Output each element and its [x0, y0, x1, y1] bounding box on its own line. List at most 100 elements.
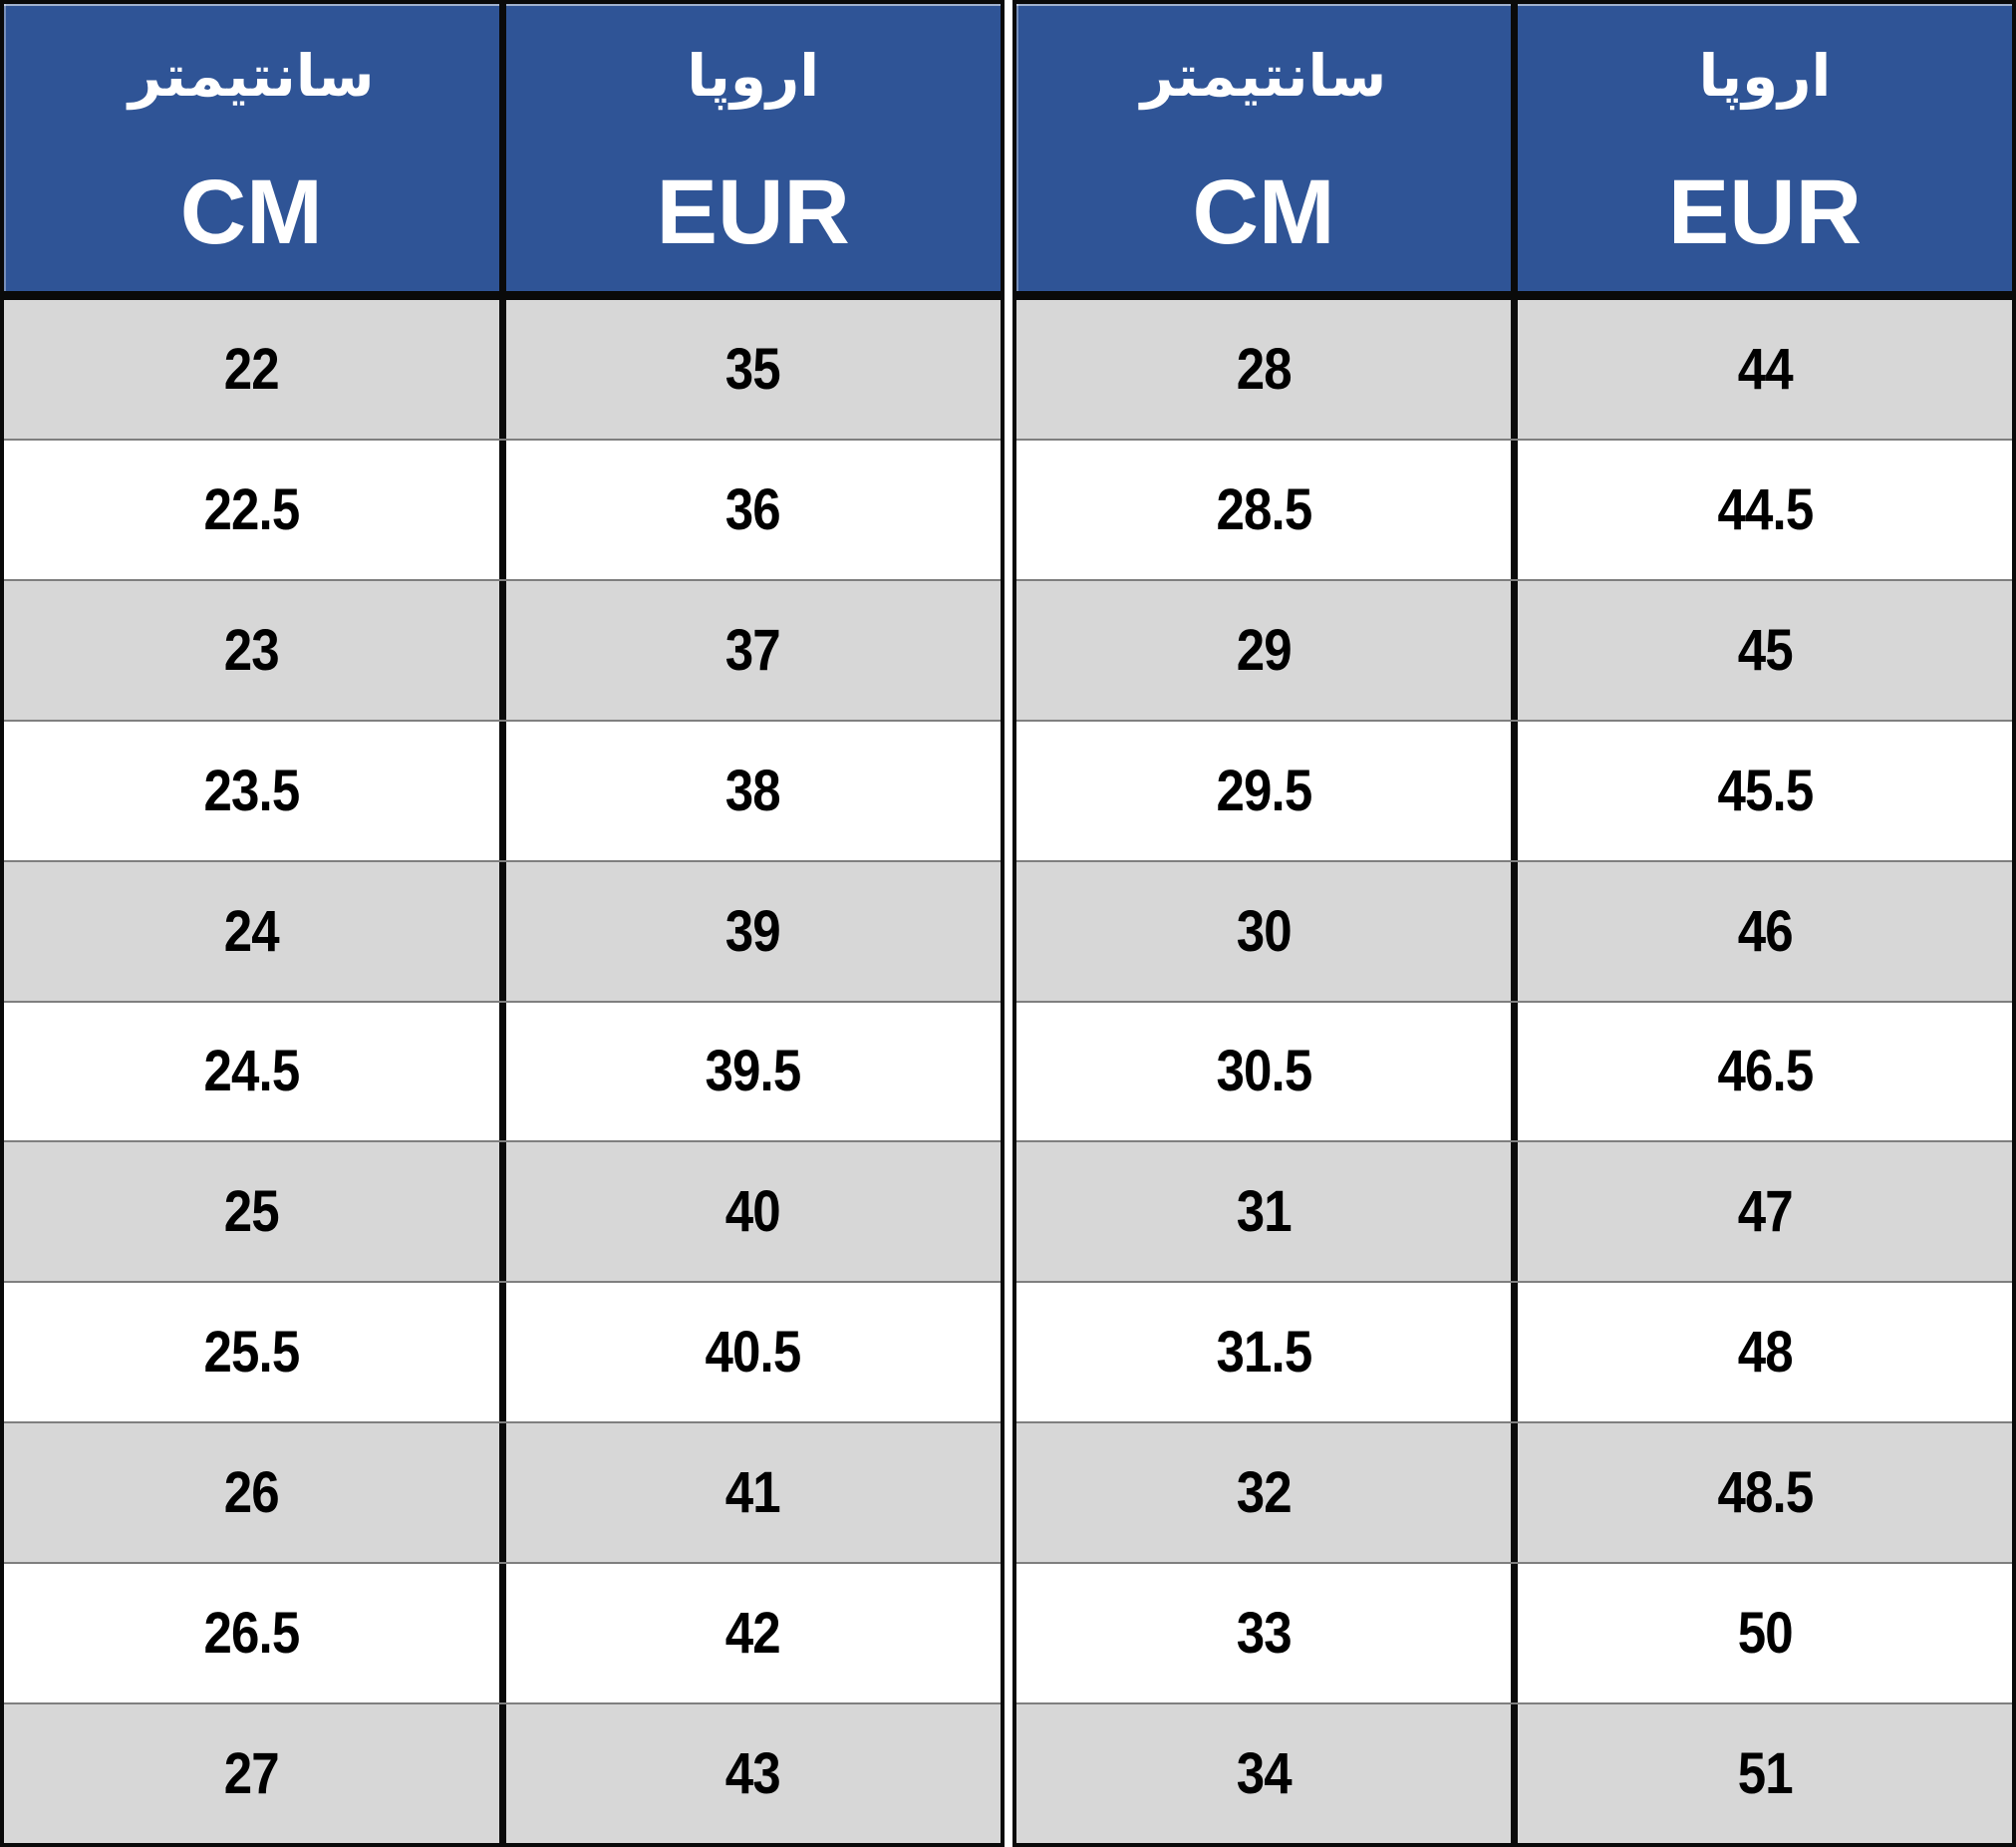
table-row: 22 35 [4, 300, 1001, 439]
table-header-right: سانتیمتر CM اروپا EUR [1016, 4, 2012, 300]
table-body-left: 22 35 22.5 36 23 37 23.5 38 24 39 24.5 39.5 25 40 25.5… [4, 300, 1001, 1843]
eur-cell: 46.5 [1518, 1003, 2012, 1141]
cell-value: 40 [725, 1179, 781, 1245]
eur-cell: 51 [1518, 1704, 2012, 1843]
cell-value: 29.5 [1216, 758, 1312, 823]
eur-cell: 39 [506, 862, 1002, 1001]
cm-cell: 27 [4, 1704, 506, 1843]
eur-cell: 39.5 [506, 1003, 1002, 1141]
header-label-fa-cm: سانتیمتر [1140, 43, 1387, 109]
cell-value: 42 [725, 1601, 781, 1667]
cell-value: 48 [1737, 1320, 1793, 1385]
cell-value: 50 [1737, 1601, 1793, 1667]
table-row: 23 37 [4, 578, 1002, 720]
cm-cell: 23.5 [4, 721, 506, 860]
cell-value: 37 [725, 617, 781, 683]
eur-cell: 38 [506, 722, 1002, 860]
eur-cell: 36 [506, 441, 1002, 579]
cell-value: 26.5 [203, 1601, 300, 1667]
cm-cell: 34 [1016, 1704, 1518, 1843]
eur-cell: 40 [506, 1142, 1002, 1281]
cm-cell: 30.5 [1016, 1002, 1518, 1141]
eur-cell: 42 [506, 1564, 1002, 1702]
header-label-en-cm: CM [1192, 161, 1335, 264]
cell-value: 46.5 [1717, 1039, 1814, 1104]
cell-value: 25.5 [203, 1320, 300, 1385]
cell-value: 38 [725, 758, 781, 823]
cell-value: 36 [725, 476, 781, 542]
cm-cell: 28 [1016, 300, 1518, 439]
cell-value: 23.5 [203, 758, 300, 823]
cell-value: 48.5 [1717, 1460, 1814, 1526]
cm-cell: 31.5 [1016, 1283, 1518, 1422]
cell-value: 23 [223, 617, 280, 683]
table-row: 25.5 40.5 [4, 1281, 1001, 1422]
cell-value: 35 [725, 336, 781, 402]
header-cell-eur: اروپا EUR [506, 4, 1002, 291]
eur-cell: 37 [506, 581, 1002, 720]
cm-cell: 25.5 [4, 1283, 506, 1422]
cm-cell: 29 [1016, 580, 1518, 720]
eur-cell: 47 [1518, 1142, 2012, 1281]
table-body-right: 28 44 28.5 44.5 29 45 29.5 45.5 30 46 30.5 46.5 31 47… [1016, 300, 2012, 1843]
size-table-left: سانتیمتر CM اروپا EUR 22 35 22.5 36 23 37 23.5… [0, 0, 1005, 1847]
table-row: 26 41 [4, 1421, 1002, 1563]
table-row: 29.5 45.5 [1016, 719, 2012, 860]
cell-value: 31.5 [1216, 1320, 1312, 1385]
cell-value: 22 [223, 336, 280, 402]
table-row: 29 45 [1016, 578, 2012, 720]
eur-cell: 45.5 [1518, 722, 2012, 860]
table-row: 30.5 46.5 [1016, 1000, 2012, 1141]
table-row: 33 50 [1016, 1562, 2012, 1703]
cell-value: 30 [1236, 898, 1292, 964]
table-row: 28 44 [1016, 300, 2012, 439]
table-row: 27 43 [4, 1702, 1001, 1843]
eur-cell: 44.5 [1518, 441, 2012, 579]
header-label-en-eur: EUR [1667, 161, 1863, 264]
eur-cell: 44 [1518, 300, 2012, 439]
cell-value: 31 [1236, 1179, 1292, 1245]
table-row: 23.5 38 [4, 719, 1002, 860]
cell-value: 45 [1737, 617, 1793, 683]
cell-value: 28 [1236, 336, 1292, 402]
cell-value: 44 [1737, 336, 1793, 402]
cm-cell: 26.5 [4, 1564, 506, 1703]
cm-cell: 33 [1016, 1564, 1518, 1703]
eur-cell: 48 [1518, 1283, 2012, 1421]
table-row: 32 48.5 [1016, 1421, 2012, 1563]
cell-value: 27 [223, 1741, 280, 1807]
eur-cell: 48.5 [1518, 1423, 2012, 1562]
eur-cell: 45 [1518, 581, 2012, 720]
table-row: 24 39 [4, 859, 1002, 1001]
header-cell-eur: اروپا EUR [1518, 4, 2012, 291]
header-label-en-cm: CM [179, 161, 323, 264]
cell-value: 24 [223, 898, 280, 964]
cm-cell: 22 [4, 300, 506, 439]
table-row: 26.5 42 [4, 1562, 1002, 1703]
cm-cell: 26 [4, 1423, 506, 1563]
header-label-fa-eur: اروپا [1698, 43, 1832, 109]
cm-cell: 32 [1016, 1423, 1518, 1563]
cm-cell: 22.5 [4, 440, 506, 579]
cell-value: 22.5 [203, 476, 300, 542]
table-row: 28.5 44.5 [1016, 438, 2012, 579]
eur-cell: 43 [506, 1704, 1002, 1843]
table-header-left: سانتیمتر CM اروپا EUR [4, 4, 1001, 300]
cell-value: 41 [725, 1460, 781, 1526]
cell-value: 45.5 [1717, 758, 1814, 823]
size-table-right: سانتیمتر CM اروپا EUR 28 44 28.5 44.5 29 45 29… [1012, 0, 2016, 1847]
header-cell-cm: سانتیمتر CM [4, 4, 506, 291]
header-label-fa-eur: اروپا [687, 43, 820, 109]
header-label-en-eur: EUR [656, 161, 850, 264]
cell-value: 32 [1236, 1460, 1292, 1526]
cm-cell: 25 [4, 1142, 506, 1282]
table-row: 24.5 39.5 [4, 1000, 1002, 1141]
cell-value: 26 [223, 1460, 280, 1526]
eur-cell: 41 [506, 1423, 1002, 1562]
table-row: 31 47 [1016, 1140, 2012, 1282]
cell-value: 44.5 [1717, 476, 1814, 542]
cell-value: 30.5 [1216, 1039, 1312, 1104]
cell-value: 33 [1236, 1601, 1292, 1667]
cell-value: 25 [223, 1179, 280, 1245]
